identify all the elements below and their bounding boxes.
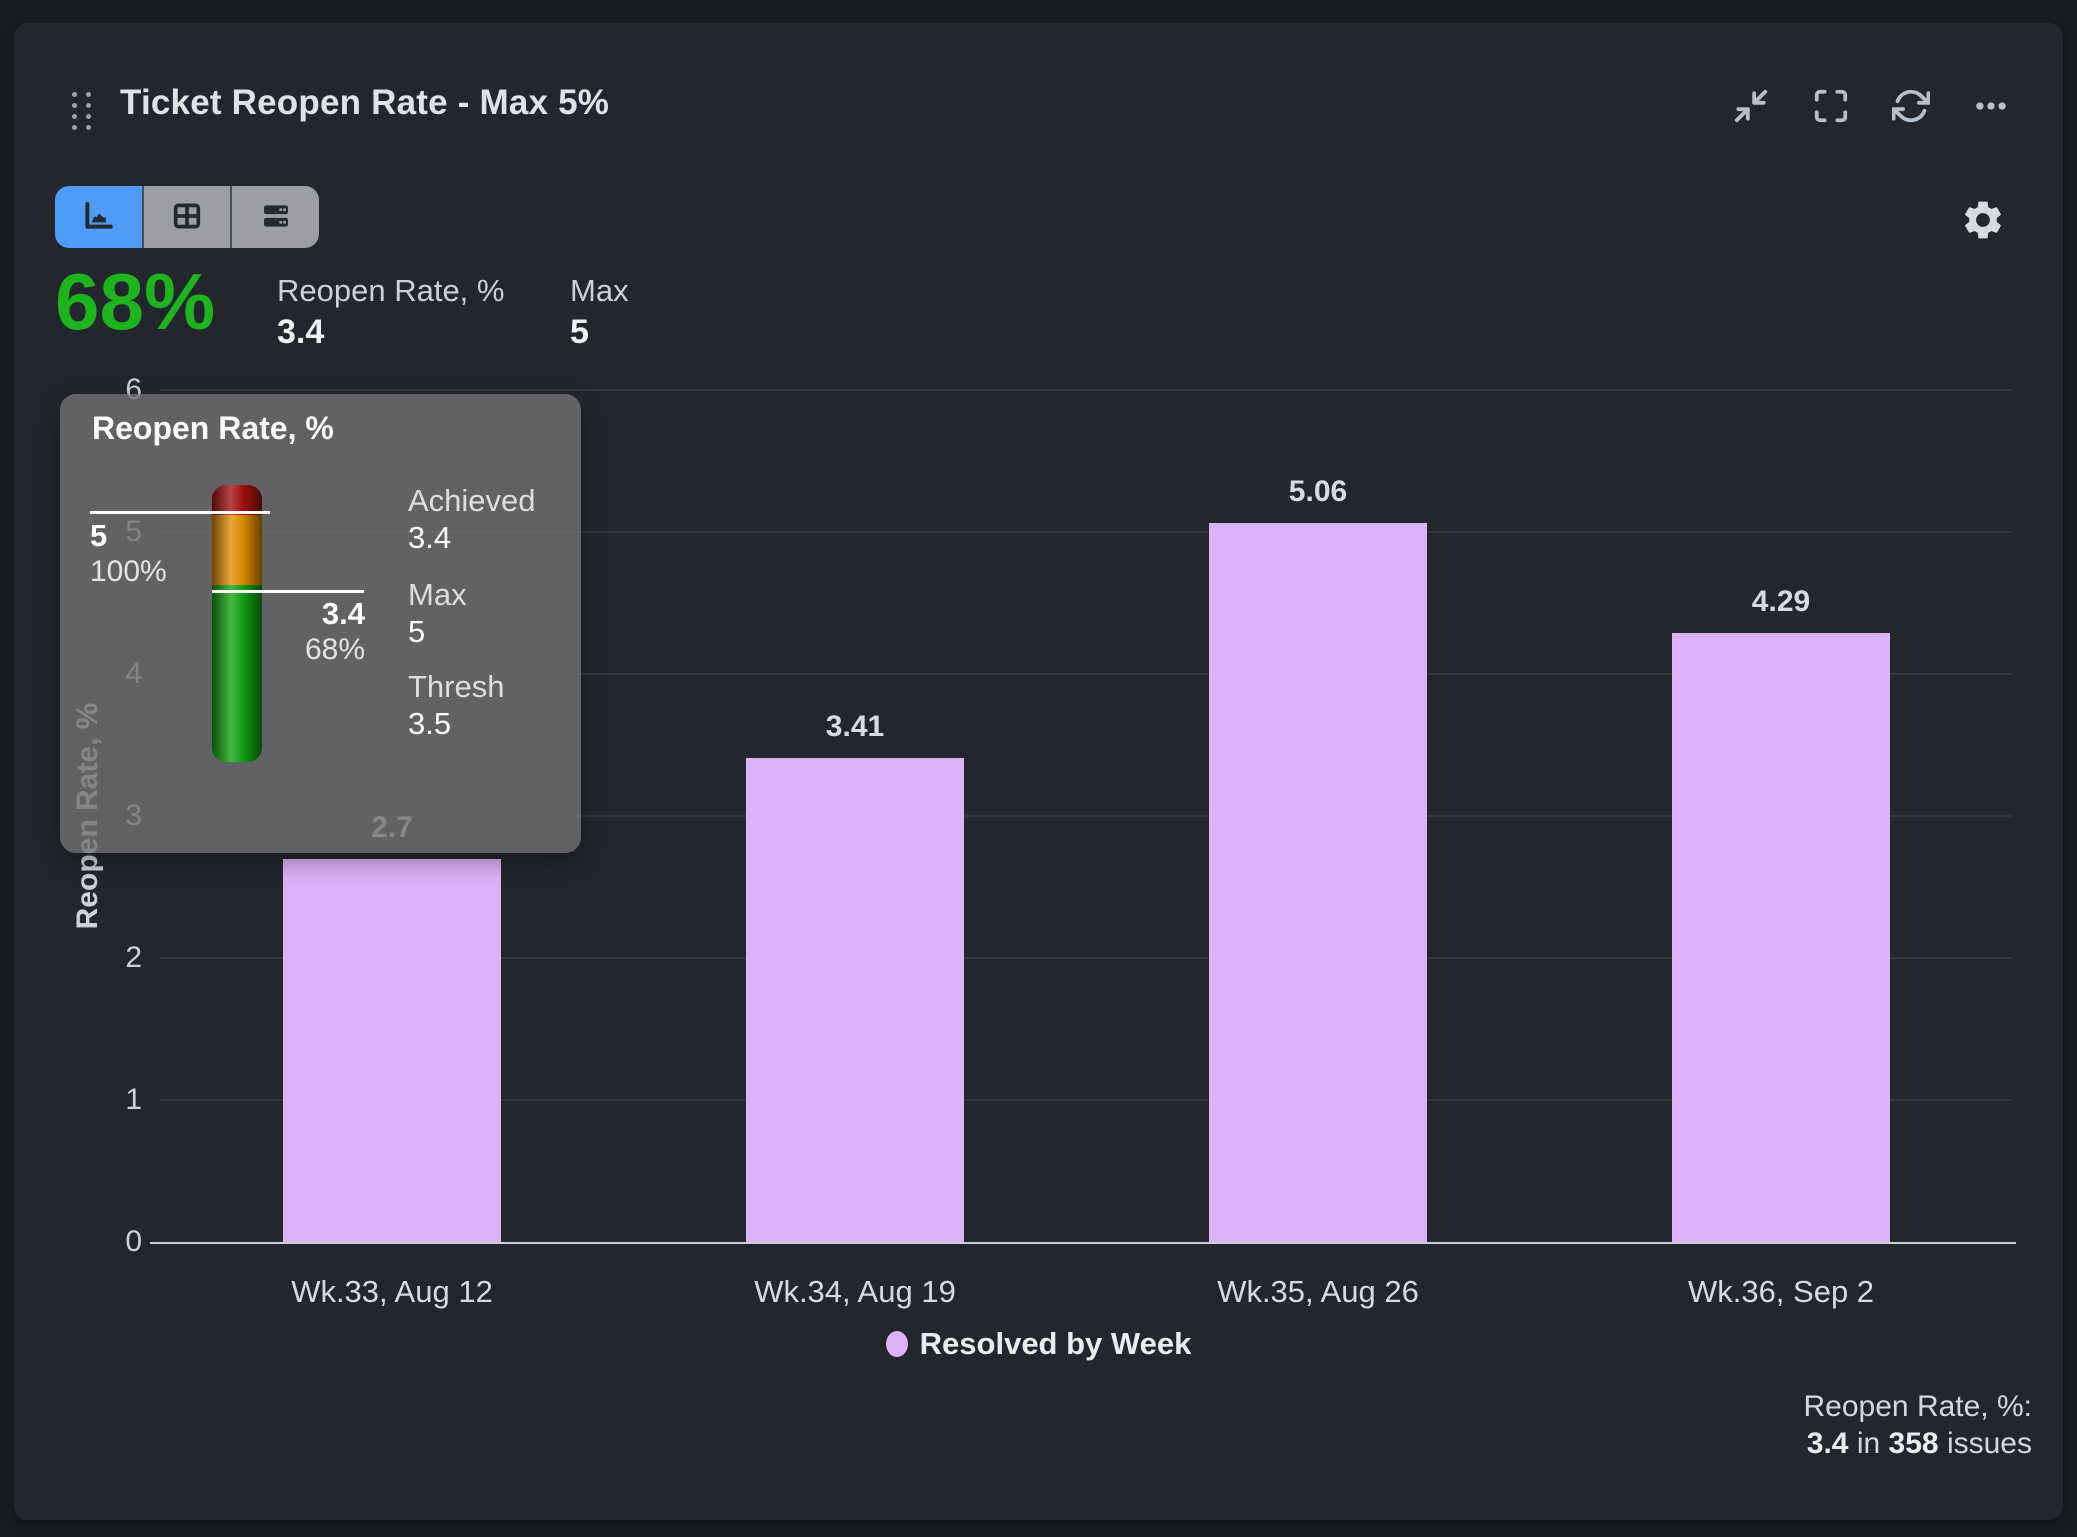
footer-summary: Reopen Rate, %: 3.4 in 358 issues [1804,1388,2032,1462]
kpi-max-label: Max [570,273,629,308]
tooltip-detail-max: Max 5 [408,577,467,649]
gauge-max-label: 5 100% [90,518,167,588]
gauge-tooltip: Reopen Rate, % 5 100% 3.4 68% Achieved 3… [60,394,581,853]
y-gridline [160,815,2012,817]
x-axis-label: Wk.36, Sep 2 [1687,1274,1875,1309]
chart-legend[interactable]: Resolved by Week [14,1326,2063,1362]
y-axis-tick: 1 [125,1083,142,1116]
kpi-percent: 68% [55,257,216,346]
rows-icon [259,199,293,236]
thermometer-gauge [212,485,262,762]
chart-bar[interactable] [283,859,501,1242]
refresh-icon [1891,87,1931,128]
chart-bar[interactable] [1209,523,1427,1242]
tooltip-detail-thresh: Thresh 3.5 [408,669,505,741]
legend-marker-icon [885,1331,908,1357]
kpi-metric-label: Reopen Rate, % [277,273,505,308]
footer-summary-value: 3.4 in 358 issues [1806,1427,2032,1460]
table-view-button[interactable] [141,186,231,248]
collapse-button[interactable] [1727,83,1775,131]
widget-title: Ticket Reopen Rate - Max 5% [120,83,610,122]
fullscreen-icon [1812,87,1850,128]
y-gridline [160,673,2012,675]
kpi-max-value: 5 [570,313,589,351]
gauge-achieved-label: 3.4 68% [304,596,365,666]
x-axis-line [150,1242,2016,1244]
kpi-metric-value: 3.4 [277,313,325,351]
bar-value-label: 5.06 [1288,475,1348,508]
fullscreen-button[interactable] [1807,83,1855,131]
y-axis-tick: 2 [125,941,142,974]
gauge-achieved-line [212,590,364,593]
x-axis-label: Wk.34, Aug 19 [754,1274,956,1309]
y-gridline [160,389,2012,391]
chart-bar[interactable] [1672,633,1890,1242]
view-toggle-group [55,186,319,248]
collapse-icon [1732,87,1770,128]
footer-summary-label: Reopen Rate, %: [1803,1390,2032,1423]
settings-button[interactable] [1954,192,2012,250]
refresh-button[interactable] [1887,83,1935,131]
kpi-metric: Reopen Rate, % 3.4 [277,272,504,354]
more-options-button[interactable] [1967,83,2015,131]
legend-label: Resolved by Week [919,1326,1192,1361]
tooltip-detail-achieved: Achieved 3.4 [408,483,536,555]
table-icon [170,199,204,236]
ellipsis-icon [1972,87,2010,128]
drag-handle-icon[interactable] [72,92,91,130]
gauge-segment-orange [212,515,262,585]
gauge-max-line [90,511,270,514]
chart-bar[interactable] [746,758,964,1242]
x-axis-label: Wk.33, Aug 12 [291,1274,493,1309]
kpi-max: Max 5 [570,272,629,354]
gear-icon [1960,197,2006,246]
y-axis-tick: 0 [125,1225,142,1258]
tooltip-title: Reopen Rate, % [92,410,334,446]
y-gridline [160,1099,2012,1101]
x-axis-label: Wk.35, Aug 26 [1217,1274,1419,1309]
bar-value-label: 3.41 [825,710,885,743]
y-gridline [160,957,2012,959]
rows-view-button[interactable] [230,186,319,248]
bar-value-label: 4.29 [1751,585,1811,618]
area-chart-icon [81,199,115,236]
y-gridline [160,531,2012,533]
chart-view-button[interactable] [55,186,142,248]
